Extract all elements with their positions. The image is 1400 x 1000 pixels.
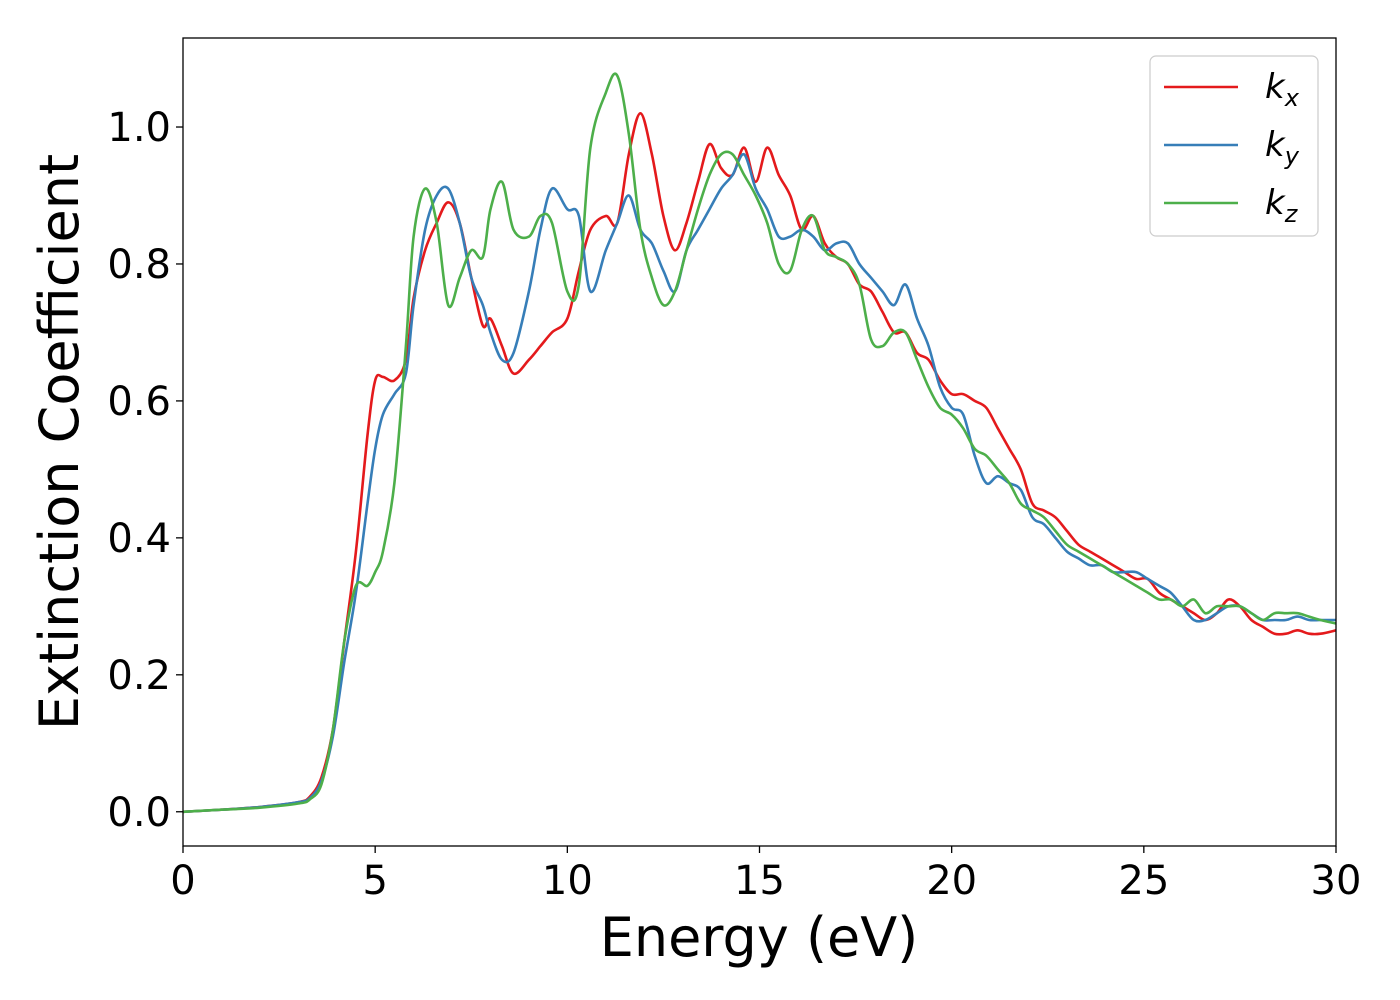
y-tick-label: 1.0 (107, 105, 171, 151)
y-tick-label: 0.4 (107, 516, 171, 562)
legend: kx ky kz (1149, 55, 1319, 237)
x-tick-label: 20 (926, 858, 977, 904)
x-axis-label: Energy (eV) (600, 906, 919, 969)
x-tick-label: 5 (362, 858, 387, 904)
y-axis-label: Extinction Coefficient (28, 154, 91, 730)
x-axis-ticks: 0 5 10 15 20 25 30 (170, 846, 1361, 904)
x-tick-label: 25 (1118, 858, 1169, 904)
series-line-x (183, 112, 1336, 814)
legend-label-z: kz (1265, 183, 1299, 228)
series-line-y (183, 153, 1336, 814)
y-axis-ticks: 0.0 0.2 0.4 0.6 0.8 1.0 (107, 105, 183, 836)
y-tick-label: 0.6 (107, 379, 171, 425)
plot-lines (183, 72, 1336, 814)
legend-label-y: ky (1265, 125, 1300, 170)
x-tick-label: 0 (170, 858, 195, 904)
x-tick-label: 10 (542, 858, 593, 904)
y-tick-label: 0.8 (107, 242, 171, 288)
x-tick-label: 15 (734, 858, 785, 904)
y-tick-label: 0.2 (107, 653, 171, 699)
legend-label-x: kx (1265, 67, 1300, 112)
y-tick-label: 0.0 (107, 790, 171, 836)
series-line-z (183, 72, 1336, 814)
x-tick-label: 30 (1311, 858, 1362, 904)
